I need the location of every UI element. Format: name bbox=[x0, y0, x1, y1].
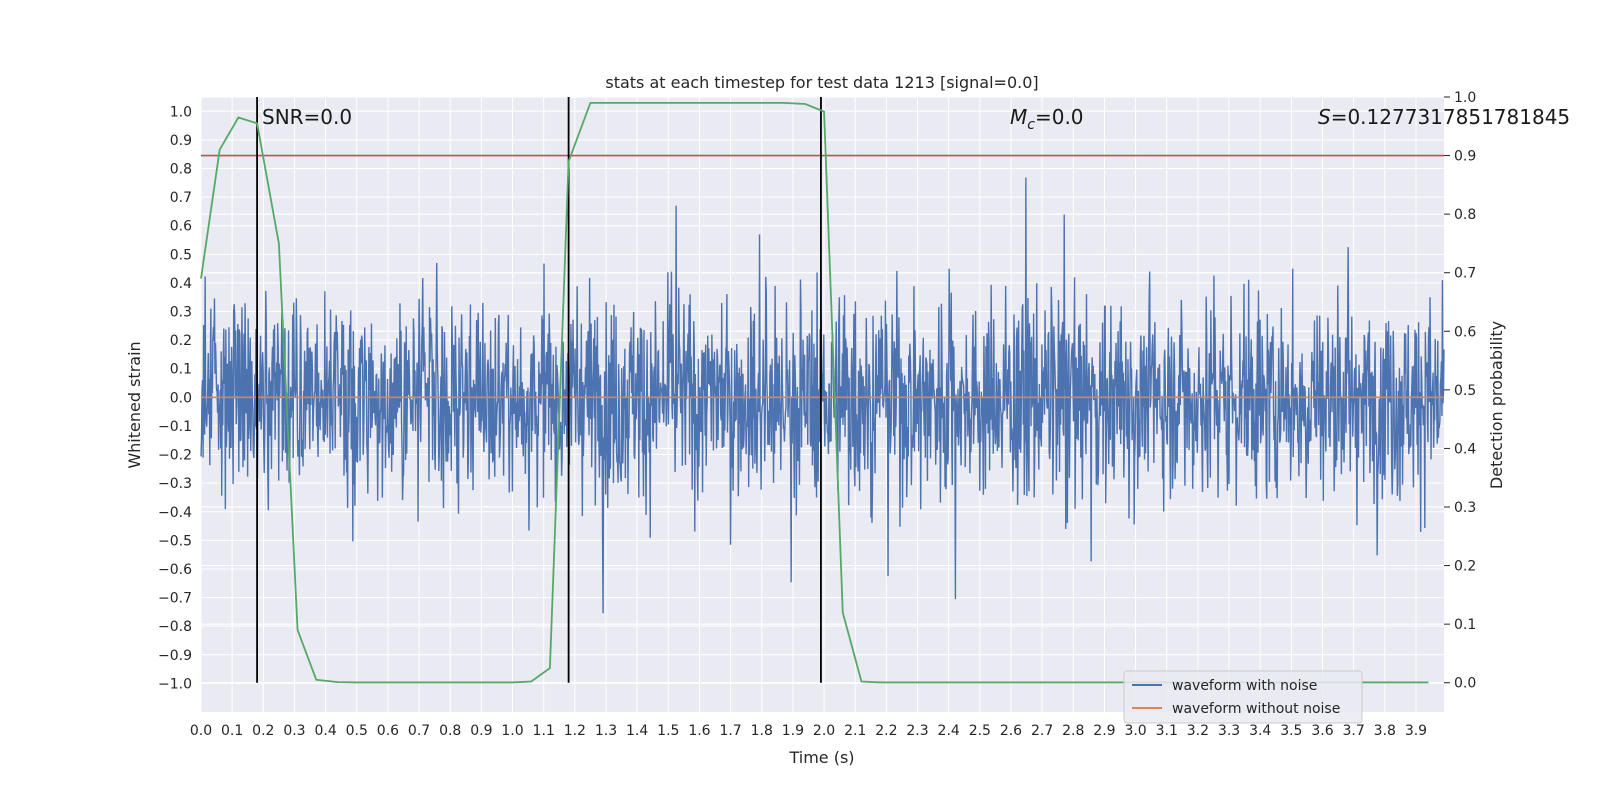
legend-label-clean: waveform without noise bbox=[1172, 701, 1340, 717]
x-tick-label: 1.2 bbox=[564, 723, 586, 739]
y-tick-label: −0.1 bbox=[158, 419, 192, 435]
x-tick-label: 1.3 bbox=[595, 723, 617, 739]
y-tick-label: 0.2 bbox=[170, 333, 192, 349]
mc-annotation: Mc=0.0 bbox=[1010, 105, 1084, 133]
y-axis-ticks: 1.0 0.9 0.8 0.7 0.6 0.5 0.4 0.3 0.2 0.1 0.0 −0.1 −0.… bbox=[158, 104, 192, 692]
y-tick-label: 0.4 bbox=[170, 276, 192, 292]
x-axis-label: Time (s) bbox=[788, 748, 854, 767]
x-tick-label: 2.5 bbox=[969, 723, 991, 739]
y-tick-label: 0.0 bbox=[170, 390, 192, 406]
x-tick-label: 0.2 bbox=[252, 723, 274, 739]
s-annotation: S=0.1277317851781845 bbox=[1318, 105, 1570, 129]
x-tick-label: 2.7 bbox=[1031, 723, 1053, 739]
legend: waveform with noise waveform without noi… bbox=[1123, 670, 1363, 724]
y2-tick-label: 0.3 bbox=[1454, 500, 1476, 516]
x-tick-label: 1.1 bbox=[533, 723, 555, 739]
x-tick-label: 1.0 bbox=[501, 723, 523, 739]
y2-axis-ticks: 1.0 0.9 0.8 0.7 0.6 0.5 0.4 0.3 0.2 0.1 0.0 bbox=[1444, 90, 1476, 692]
y-tick-label: 0.7 bbox=[170, 190, 192, 206]
y-tick-label: −0.8 bbox=[158, 619, 192, 635]
x-tick-label: 0.1 bbox=[221, 723, 243, 739]
s-value: =0.1277317851781845 bbox=[1331, 105, 1570, 129]
s-symbol: S bbox=[1318, 105, 1331, 129]
x-tick-label: 3.0 bbox=[1124, 723, 1146, 739]
y-tick-label: −0.9 bbox=[158, 648, 192, 664]
y-tick-label: 0.5 bbox=[170, 247, 192, 263]
y2-tick-label: 0.8 bbox=[1454, 207, 1476, 223]
x-tick-label: 1.8 bbox=[751, 723, 773, 739]
x-tick-label: 3.9 bbox=[1405, 723, 1427, 739]
y-tick-label: 0.6 bbox=[170, 219, 192, 235]
waveform-with-noise-line bbox=[200, 177, 1445, 614]
y2-tick-label: 0.4 bbox=[1454, 441, 1476, 457]
x-tick-label: 0.0 bbox=[190, 723, 212, 739]
x-tick-label: 0.6 bbox=[377, 723, 399, 739]
y2-tick-label: 0.5 bbox=[1454, 383, 1476, 399]
legend-label-noise: waveform with noise bbox=[1172, 678, 1317, 694]
x-tick-label: 2.3 bbox=[906, 723, 928, 739]
y2-tick-label: 0.2 bbox=[1454, 559, 1476, 575]
y2-tick-label: 1.0 bbox=[1454, 90, 1476, 106]
y-tick-label: −0.3 bbox=[158, 476, 192, 492]
y-tick-label: −0.7 bbox=[158, 591, 192, 607]
x-tick-label: 1.7 bbox=[719, 723, 741, 739]
chart-title: stats at each timestep for test data 121… bbox=[605, 73, 1038, 92]
x-tick-label: 3.3 bbox=[1218, 723, 1240, 739]
y2-tick-label: 0.9 bbox=[1454, 149, 1476, 165]
x-tick-label: 2.8 bbox=[1062, 723, 1084, 739]
y-tick-label: 1.0 bbox=[170, 104, 192, 120]
snr-annotation: SNR=0.0 bbox=[262, 105, 352, 129]
x-tick-label: 1.6 bbox=[688, 723, 710, 739]
x-axis-ticks: 0.0 0.1 0.2 0.3 0.4 0.5 0.6 0.7 0.8 0.9 1.0 1.1 1.2 1… bbox=[190, 723, 1427, 739]
y-tick-label: 0.3 bbox=[170, 305, 192, 321]
x-tick-label: 2.0 bbox=[813, 723, 835, 739]
y-tick-label: 0.8 bbox=[170, 162, 192, 178]
y-tick-label: −1.0 bbox=[158, 676, 192, 692]
mc-value: =0.0 bbox=[1035, 105, 1084, 129]
mc-symbol: M bbox=[1010, 105, 1027, 129]
x-tick-label: 1.9 bbox=[782, 723, 804, 739]
y2-axis-label: Detection probability bbox=[1487, 321, 1506, 489]
x-tick-label: 3.8 bbox=[1374, 723, 1396, 739]
y-tick-label: −0.6 bbox=[158, 562, 192, 578]
y2-tick-label: 0.7 bbox=[1454, 266, 1476, 282]
x-tick-label: 3.6 bbox=[1311, 723, 1333, 739]
x-tick-label: 3.2 bbox=[1187, 723, 1209, 739]
y2-tick-label: 0.0 bbox=[1454, 676, 1476, 692]
x-tick-label: 1.5 bbox=[657, 723, 679, 739]
y-tick-label: −0.2 bbox=[158, 448, 192, 464]
x-tick-label: 3.1 bbox=[1156, 723, 1178, 739]
waveform-with-noise bbox=[200, 177, 1445, 614]
x-tick-label: 0.7 bbox=[408, 723, 430, 739]
x-tick-label: 0.4 bbox=[314, 723, 336, 739]
x-tick-label: 3.4 bbox=[1249, 723, 1271, 739]
x-tick-label: 2.2 bbox=[875, 723, 897, 739]
x-tick-label: 2.1 bbox=[844, 723, 866, 739]
x-tick-label: 2.6 bbox=[1000, 723, 1022, 739]
x-tick-label: 3.5 bbox=[1280, 723, 1302, 739]
y-tick-label: −0.4 bbox=[158, 505, 192, 521]
y-tick-label: 0.9 bbox=[170, 133, 192, 149]
x-tick-label: 0.5 bbox=[346, 723, 368, 739]
y-tick-label: −0.5 bbox=[158, 533, 192, 549]
plot-background bbox=[201, 97, 1444, 712]
x-tick-label: 3.7 bbox=[1343, 723, 1365, 739]
x-tick-label: 0.8 bbox=[439, 723, 461, 739]
x-tick-label: 0.3 bbox=[283, 723, 305, 739]
x-tick-label: 0.9 bbox=[470, 723, 492, 739]
x-tick-label: 1.4 bbox=[626, 723, 648, 739]
y-axis-label: Whitened strain bbox=[125, 341, 144, 468]
mc-subscript: c bbox=[1027, 117, 1035, 133]
x-tick-label: 2.9 bbox=[1093, 723, 1115, 739]
y2-tick-label: 0.6 bbox=[1454, 324, 1476, 340]
y-tick-label: 0.1 bbox=[170, 362, 192, 378]
x-tick-label: 2.4 bbox=[938, 723, 960, 739]
y2-tick-label: 0.1 bbox=[1454, 617, 1476, 633]
legend-box bbox=[1123, 670, 1363, 724]
